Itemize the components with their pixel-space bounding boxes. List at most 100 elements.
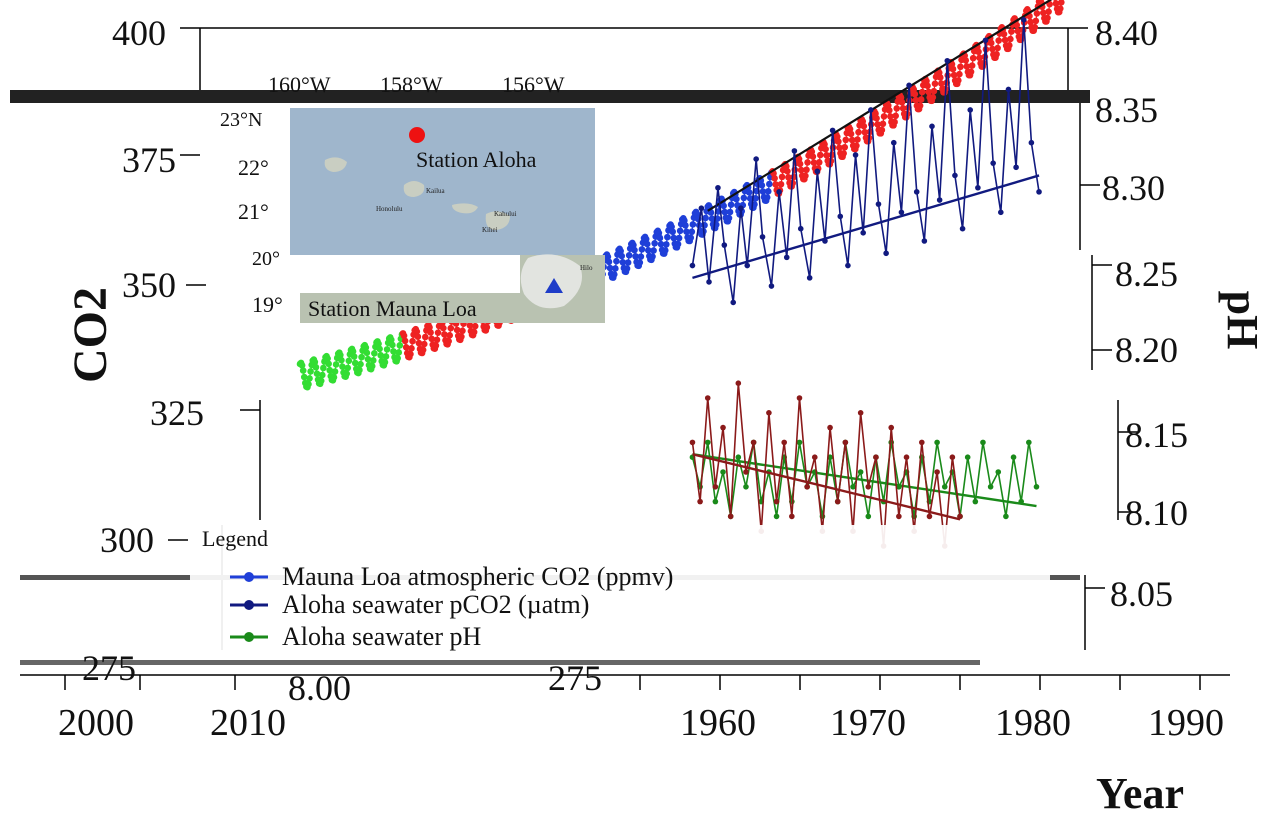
aloha-pco2-point — [929, 123, 935, 130]
aloha-ph-point — [980, 439, 986, 446]
mauna-loa-co2-point — [1045, 8, 1052, 15]
aloha-ph-point — [704, 439, 711, 446]
mauna-loa-co2-point — [357, 360, 364, 368]
aloha-ph-point — [995, 469, 1002, 475]
aloha-pco2-point — [944, 57, 951, 64]
mauna-loa-co2-point — [409, 337, 416, 345]
aloha-ph-lower-point — [811, 454, 818, 461]
aloha-ph-line — [691, 442, 1038, 517]
right-tick-label: 8.20 — [1115, 330, 1178, 370]
mauna-loa-co2-point — [458, 333, 465, 340]
aloha-pco2-point — [759, 234, 766, 240]
aloha-pco2-point — [998, 209, 1004, 216]
mauna-loa-co2-point — [356, 366, 363, 374]
aloha-ph-lower-point — [743, 469, 749, 475]
aloha-pco2-point — [715, 184, 721, 191]
aloha-pco2-point — [837, 213, 844, 220]
right-tick-label: 8.35 — [1095, 90, 1158, 130]
left-tick-label: 375 — [122, 140, 176, 180]
mauna-loa-co2-point — [459, 327, 466, 335]
aloha-ph-trend — [692, 453, 1037, 508]
place-kailua: Kailua — [426, 187, 446, 195]
mauna-loa-co2-point — [924, 82, 931, 90]
aloha-ph-lower-point — [949, 454, 956, 461]
legend-swatch-marker — [244, 632, 254, 642]
aloha-ph-lower-point — [727, 513, 734, 520]
aloha-pco2-point — [829, 127, 836, 134]
aloha-pco2-point — [776, 189, 782, 195]
mauna-loa-co2-point — [613, 257, 620, 265]
aloha-pco2-point — [845, 262, 851, 269]
mauna-loa-co2-point — [936, 74, 944, 81]
map-island-oahu — [403, 181, 425, 197]
aloha-ph-point — [1003, 513, 1009, 520]
aloha-pco2-point — [797, 225, 804, 232]
left-tick-label-lower: 8.00 — [288, 668, 351, 708]
lat-label-23: 23°N — [220, 109, 262, 131]
station-aloha-label: Station Aloha — [416, 147, 537, 172]
aloha-pco2-point — [791, 148, 798, 154]
aloha-pco2-line — [691, 19, 1040, 303]
place-kahului: Kahului — [494, 210, 517, 218]
mauna-loa-co2-point — [1033, 10, 1041, 17]
mauna-loa-co2-point — [394, 354, 401, 362]
aloha-pco2-point — [698, 205, 705, 212]
aloha-ph-lower-point — [796, 395, 803, 401]
aloha-ph-lower-point — [766, 410, 772, 416]
aloha-ph-point — [857, 469, 864, 475]
aloha-pco2-point — [706, 279, 712, 285]
aloha-pco2-point — [753, 156, 759, 162]
aloha-ph-lower-point — [697, 498, 703, 505]
map-island-maui — [485, 211, 510, 230]
aloha-pco2-point — [852, 152, 859, 158]
mauna-loa-co2-point — [419, 346, 427, 354]
aloha-pco2-point — [921, 238, 928, 244]
aloha-ph-lower-point — [781, 439, 787, 446]
aloha-pco2-point — [906, 82, 912, 89]
artifact-band-top — [10, 90, 1090, 103]
mauna-loa-co2-point — [371, 350, 378, 357]
aloha-ph-lower-point — [896, 513, 902, 520]
legend-swatch-marker — [244, 572, 254, 582]
place-kihei: Kihei — [482, 226, 498, 234]
aloha-ph-point — [735, 454, 742, 461]
aloha-ph-lower-point — [857, 410, 864, 416]
aloha-ph-lower-point — [704, 395, 711, 401]
aloha-ph-lower-point — [842, 439, 849, 446]
aloha-pco2-point — [730, 299, 737, 306]
aloha-pco2-point — [1036, 189, 1042, 195]
map-island-molokai — [452, 203, 478, 214]
aloha-pco2-point — [875, 201, 882, 207]
mauna-loa-co2-point — [369, 357, 377, 364]
aloha-pco2-point — [814, 168, 821, 175]
left-tick-labels: 400 375 350 325 300 275 275 8.00 — [82, 13, 602, 708]
aloha-ph-lower-point — [804, 484, 810, 490]
aloha-ph-lower-point — [712, 484, 719, 490]
legend-entry-label: Aloha seawater pH — [282, 622, 481, 651]
map-island-kauai — [324, 157, 347, 172]
right-tick-label: 8.15 — [1125, 415, 1188, 455]
mauna-loa-co2-point — [470, 328, 478, 336]
aloha-pco2-point — [860, 230, 866, 236]
right-tick-label: 8.40 — [1095, 13, 1158, 53]
aloha-ph-lower-point — [919, 439, 925, 446]
aloha-ph-lower-trend — [692, 453, 961, 521]
aloha-pco2-point — [744, 262, 751, 269]
legend-box — [190, 525, 1050, 660]
aloha-ph-lower-point — [735, 380, 742, 387]
place-hilo: Hilo — [580, 264, 593, 272]
artifact-band-legend-b — [20, 660, 980, 665]
x-tick-labels: 1960 1970 1980 1990 2000 2010 — [58, 702, 1224, 744]
x-axis-title: Year — [1096, 769, 1184, 813]
mauna-loa-co2-trend — [707, 0, 1053, 212]
legend: Legend Mauna Loa atmospheric CO2 (ppmv)A… — [190, 525, 1050, 660]
aloha-pco2-point — [990, 160, 996, 166]
right-tick-label: 8.25 — [1115, 254, 1178, 294]
mauna-loa-co2-point — [911, 90, 919, 98]
aloha-pco2-point — [1028, 139, 1035, 146]
aloha-pco2-point — [883, 250, 889, 257]
aloha-pco2-point — [738, 205, 744, 212]
aloha-pco2-point — [868, 107, 874, 113]
aloha-ph-point — [941, 484, 948, 490]
